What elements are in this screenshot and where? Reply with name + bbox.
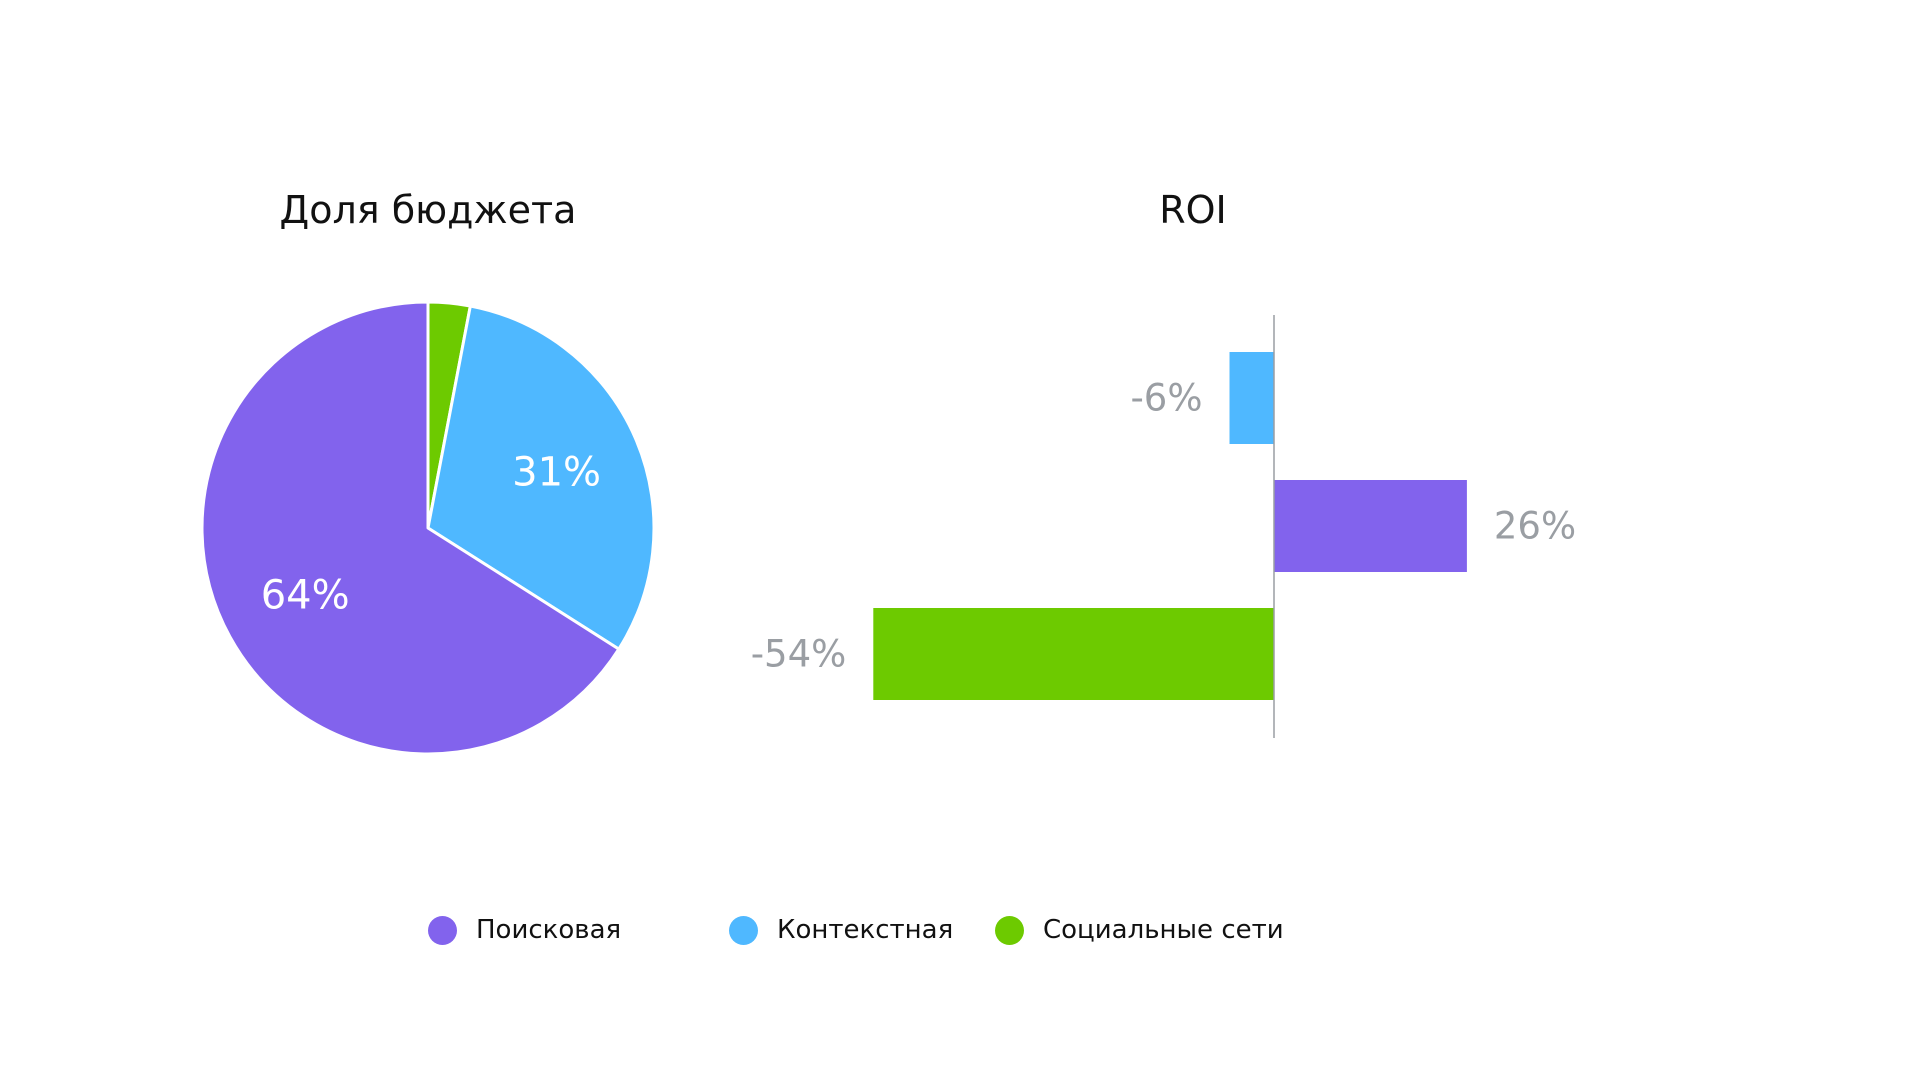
- roi-bar-labels: -6% 26% -54%: [751, 377, 1576, 676]
- legend-item-context[interactable]: Контекстная: [729, 905, 953, 955]
- roi-bar-label-2: -54%: [751, 633, 847, 676]
- legend-swatch-search: [428, 915, 457, 945]
- roi-bars: [873, 352, 1467, 700]
- roi-bar-2: [873, 608, 1274, 700]
- roi-bar-1: [1274, 480, 1467, 572]
- pie-chart-title: Доля бюджета: [280, 188, 577, 232]
- pie-slice-label-2: 64%: [261, 573, 350, 619]
- pie-slices: [200, 300, 656, 756]
- roi-bar-chart: ROI -6% 26% -54%: [751, 188, 1576, 738]
- roi-bar-label-0: -6%: [1130, 377, 1202, 420]
- roi-bar-0: [1229, 352, 1274, 444]
- legend-swatch-context: [729, 915, 758, 945]
- legend-label-context: Контекстная: [777, 915, 954, 945]
- legend-swatch-social: [995, 915, 1024, 945]
- legend-label-search: Поисковая: [476, 915, 622, 945]
- legend-label-social: Социальные сети: [1043, 915, 1284, 945]
- pie-labels: 31% 64%: [261, 449, 601, 618]
- pie-slice-label-1: 31%: [512, 449, 601, 495]
- roi-bar-label-1: 26%: [1494, 505, 1576, 548]
- legend-item-search[interactable]: Поисковая: [428, 905, 621, 955]
- pie-slice-2: [200, 300, 621, 756]
- pie-chart: Доля бюджета 31% 64%: [200, 188, 656, 756]
- roi-chart-title: ROI: [1159, 188, 1227, 232]
- legend: Поисковая Контекстная Социальные сети: [0, 905, 1920, 955]
- legend-item-social[interactable]: Социальные сети: [995, 905, 1284, 955]
